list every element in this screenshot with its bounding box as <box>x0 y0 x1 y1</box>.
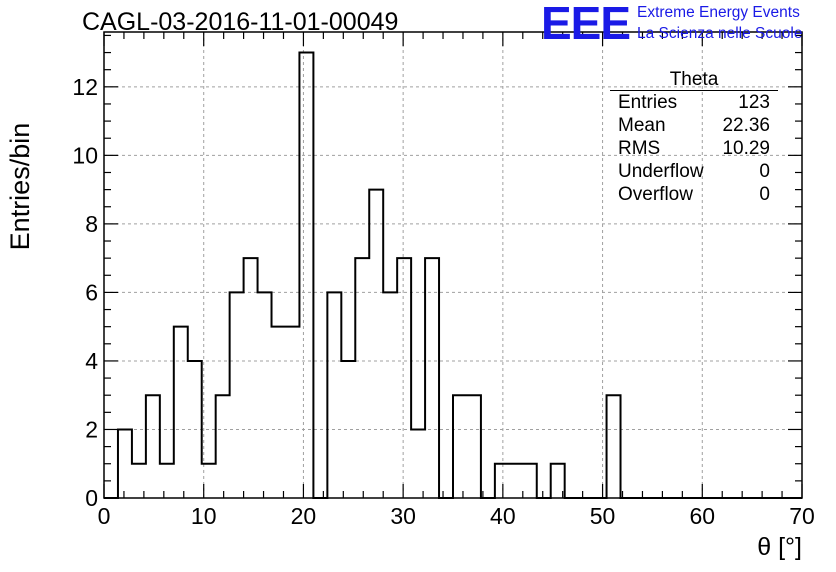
stats-value: 0 <box>759 161 770 182</box>
y-tick-label: 12 <box>72 74 98 100</box>
stats-label: Entries <box>618 92 678 113</box>
stats-row-mean: Mean 22.36 <box>610 114 778 137</box>
y-tick-label: 8 <box>85 211 98 237</box>
stats-label: Overflow <box>618 184 693 205</box>
plot-frame <box>103 31 803 499</box>
y-tick-label: 10 <box>72 142 98 168</box>
x-axis-label: θ [°] <box>757 533 802 561</box>
stats-row-entries: Entries 123 <box>610 91 778 114</box>
x-tick-label: 30 <box>390 503 416 529</box>
y-tick-label: 2 <box>85 416 98 442</box>
x-tick-label: 70 <box>789 503 815 529</box>
logo-caption: Extreme Energy Events La Scienza nelle S… <box>637 2 802 44</box>
stats-value: 123 <box>738 92 770 113</box>
x-tick-label: 40 <box>490 503 516 529</box>
x-tick-label: 50 <box>590 503 616 529</box>
eee-logo: EEE <box>541 0 631 49</box>
logo-caption-line2: La Scienza nelle Scuole <box>637 25 803 42</box>
stats-value: 10.29 <box>722 138 770 159</box>
x-tick-label: 10 <box>191 503 217 529</box>
stats-value: 0 <box>759 184 770 205</box>
stats-title: Theta <box>610 70 778 91</box>
histogram-series <box>104 51 802 499</box>
y-axis-label: Entries/bin <box>5 122 35 251</box>
stats-row-rms: RMS 10.29 <box>610 137 778 160</box>
logo-caption-line1: Extreme Energy Events <box>637 4 800 21</box>
x-tick-label: 60 <box>689 503 715 529</box>
chart-title: CAGL-03-2016-11-01-00049 <box>82 8 399 36</box>
stats-box: Theta Entries 123 Mean 22.36 RMS 10.29 U… <box>610 70 778 206</box>
stats-label: Underflow <box>618 161 704 182</box>
y-tick-label: 0 <box>85 485 98 511</box>
stats-label: Mean <box>618 115 666 136</box>
x-tick-label: 20 <box>291 503 317 529</box>
y-tick-label: 4 <box>85 348 98 374</box>
stats-label: RMS <box>618 138 661 159</box>
stats-row-underflow: Underflow 0 <box>610 160 778 183</box>
stats-row-overflow: Overflow 0 <box>610 183 778 206</box>
stats-value: 22.36 <box>722 115 770 136</box>
x-tick-label: 0 <box>98 503 111 529</box>
y-tick-label: 6 <box>85 279 98 305</box>
